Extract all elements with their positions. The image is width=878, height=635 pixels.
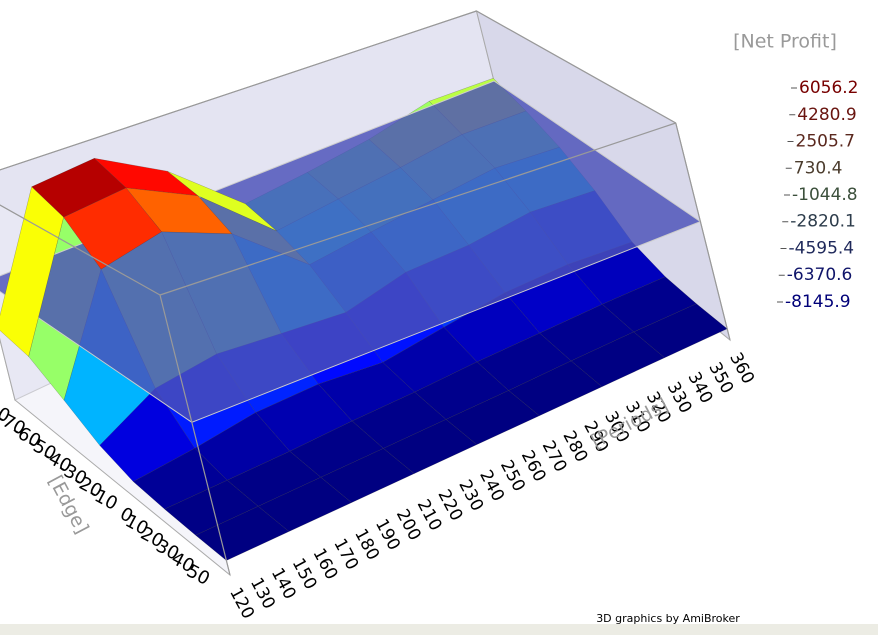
z-tick-label: -4595.4	[789, 239, 855, 259]
box-edge	[159, 122, 676, 296]
z-tick-label: -2820.1	[790, 212, 856, 232]
z-tick-label: -1044.8	[792, 185, 858, 205]
surface-cell	[195, 506, 290, 561]
z-tick-label: -6370.6	[787, 265, 853, 285]
z-axis-title: [Net Profit]	[733, 31, 837, 53]
z-tick-label: 2505.7	[796, 131, 855, 151]
box-edge	[0, 204, 161, 296]
z-tick-label: 4280.9	[797, 105, 856, 125]
z-tick-label: -8145.9	[785, 292, 851, 312]
box-edge	[159, 294, 231, 576]
surface	[0, 77, 728, 561]
box-edge	[476, 10, 677, 124]
credit: 3D graphics by AmiBroker	[596, 612, 740, 625]
box-front	[0, 10, 731, 576]
box-edge	[0, 10, 477, 171]
z-tick-label: 730.4	[794, 158, 843, 178]
surface-cell	[63, 187, 162, 270]
status-strip	[0, 624, 878, 635]
z-tick-label: 6056.2	[799, 78, 858, 98]
box-edge	[675, 122, 731, 341]
